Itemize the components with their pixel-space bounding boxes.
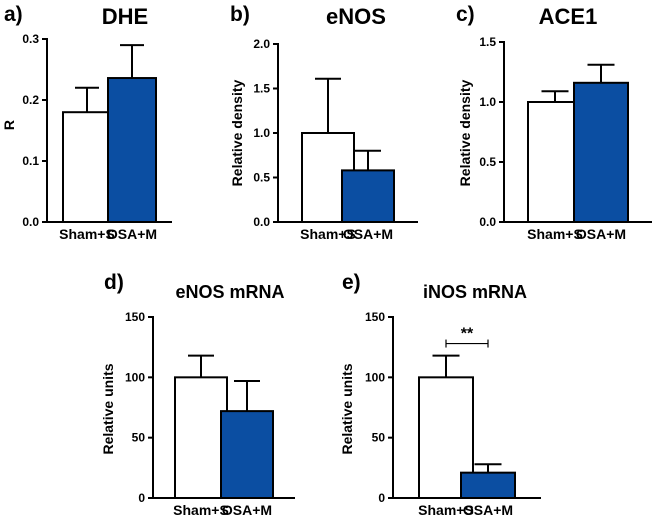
x-category-label: Sham+S (418, 502, 474, 518)
bar-osa-m (107, 77, 157, 224)
chart-panel-4: d) eNOS mRNA Relative units 0 50 100 150 Sham+S… (100, 271, 295, 518)
y-tick-label: 150 (125, 310, 145, 324)
x-category-label: OSA+M (222, 502, 272, 518)
chart-panel-3: c) ACE1 Relative density 0.0 0.5 1.0 1.5 Sham+S… (456, 3, 652, 242)
y-tick-label: 1.5 (253, 82, 270, 96)
y-axis-title: R (1, 120, 17, 130)
bar-sham-s (174, 376, 228, 500)
y-tick-label: 0.1 (22, 154, 39, 168)
chart-title: eNOS mRNA (175, 282, 284, 302)
y-tick-label: 0.0 (479, 215, 496, 229)
y-tick-label: 100 (125, 370, 145, 384)
y-tick-label: 0.3 (22, 32, 39, 46)
x-category-label: OSA+M (463, 502, 513, 518)
bar-osa-m (460, 471, 516, 500)
y-axis-title: Relative density (457, 79, 473, 186)
panel-letter: d) (104, 271, 124, 294)
y-tick-label: 0.5 (479, 155, 496, 169)
y-tick-label: 0.0 (253, 215, 270, 229)
panel-letter: e) (342, 271, 361, 294)
panel-letter: b) (230, 3, 250, 26)
y-tick-label: 0 (378, 491, 385, 505)
x-category-label: OSA+M (576, 226, 626, 242)
y-tick-label: 0.2 (22, 93, 39, 107)
y-tick-label: 100 (365, 370, 385, 384)
y-axis-title: Relative units (100, 363, 116, 454)
x-category-label: Sham+S (59, 226, 115, 242)
y-tick-label: 0 (138, 491, 145, 505)
x-category-label: OSA+M (343, 226, 393, 242)
bar-osa-m (573, 81, 629, 223)
chart-title: eNOS (326, 4, 386, 29)
bar-osa-m (341, 169, 395, 224)
chart-title: ACE1 (539, 4, 598, 29)
chart-title: iNOS mRNA (423, 282, 527, 302)
y-tick-label: 2.0 (253, 37, 270, 51)
y-tick-label: 1.5 (479, 35, 496, 49)
significance-label: ** (461, 326, 474, 343)
y-tick-label: 50 (132, 431, 146, 445)
y-tick-label: 150 (365, 310, 385, 324)
panel-letter: c) (456, 3, 475, 26)
y-tick-label: 1.0 (253, 126, 270, 140)
panel-letter: a) (4, 3, 23, 26)
bar-sham-s (62, 111, 112, 223)
x-category-label: Sham+S (527, 226, 583, 242)
y-tick-label: 50 (372, 431, 386, 445)
y-axis-title: Relative density (229, 79, 245, 186)
chart-panel-5: e) iNOS mRNA Relative units 0 50 100 150 Sham+S… (339, 271, 541, 518)
x-category-label: Sham+S (300, 226, 356, 242)
y-axis-title: Relative units (339, 363, 355, 454)
bar-osa-m (220, 410, 274, 499)
x-category-label: OSA+M (107, 226, 157, 242)
chart-panel-2: b) eNOS Relative density 0.0 0.5 1.0 1.5 2.0 Sha… (229, 3, 418, 242)
x-category-label: Sham+S (173, 502, 229, 518)
y-tick-label: 0.5 (253, 171, 270, 185)
chart-title: DHE (102, 4, 148, 29)
y-tick-label: 1.0 (479, 95, 496, 109)
y-tick-label: 0.0 (22, 215, 39, 229)
